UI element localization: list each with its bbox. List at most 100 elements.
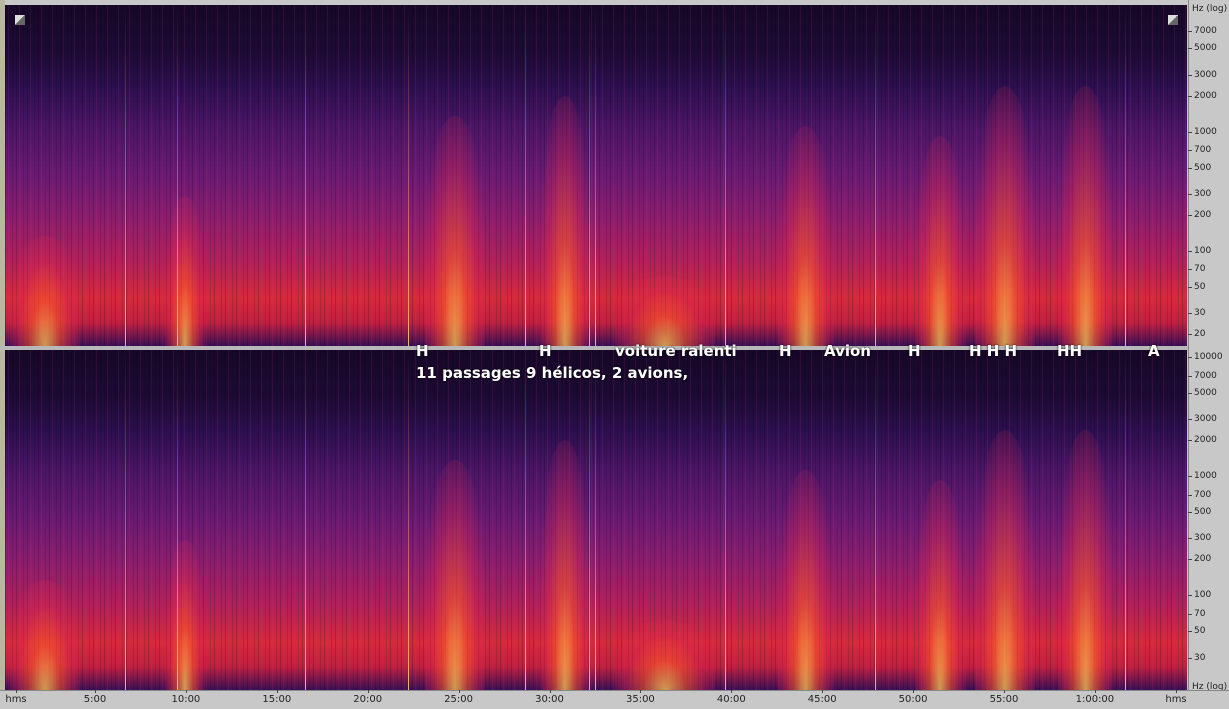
left-edge [0, 0, 5, 690]
transient-streak [595, 5, 596, 346]
y-tick-label: 7000 [1194, 25, 1217, 36]
top-edge [0, 0, 1188, 5]
x-tick-mark [276, 690, 278, 693]
transient-streak [589, 350, 590, 690]
spectral-energy [615, 276, 715, 346]
marker-label: H [779, 342, 792, 360]
transient-streak [589, 5, 590, 346]
transient-streak [125, 350, 126, 690]
spectral-energy [10, 580, 80, 690]
y-tick-mark [1188, 150, 1192, 152]
y-tick-mark [1188, 286, 1192, 288]
x-tick-label: 45:00 [807, 694, 837, 705]
x-tick-label: 40:00 [716, 694, 746, 705]
spectral-energy [540, 440, 590, 690]
x-tick-mark [1004, 690, 1005, 693]
zoom-handle[interactable] [15, 15, 25, 25]
marker-label: H [908, 342, 921, 360]
y-tick-label: 70 [1194, 264, 1206, 275]
y-tick-mark [1188, 95, 1192, 97]
y-tick-mark [1188, 494, 1192, 496]
y-tick-mark [1188, 419, 1192, 421]
summary-note: 11 passages 9 hélicos, 2 avions, [416, 364, 689, 382]
y-tick-mark [1188, 375, 1192, 377]
spectral-energy [165, 540, 205, 690]
y-tick-label: 2000 [1194, 90, 1217, 101]
marker-label: A [1148, 342, 1160, 360]
y-tick-mark [1188, 538, 1192, 540]
spectral-energy [777, 470, 833, 690]
marker-label: H [416, 342, 429, 360]
x-tick-label: 20:00 [353, 694, 383, 705]
y-tick-label: 700 [1194, 145, 1212, 156]
spectral-energy [915, 136, 965, 346]
transient-streak [125, 5, 126, 346]
y-tick-mark [1188, 334, 1192, 336]
x-tick-label: 55:00 [989, 694, 1019, 705]
spectrogram-channel-2 [5, 350, 1187, 690]
y-tick-label: 1000 [1194, 471, 1217, 482]
y-tick-mark [1188, 30, 1192, 32]
transient-streak [875, 350, 876, 690]
y-tick-label: 700 [1194, 489, 1212, 500]
spectral-energy [1057, 430, 1113, 690]
x-tick-mark [16, 690, 17, 693]
x-tick-mark [367, 690, 369, 693]
y-tick-mark [1188, 313, 1192, 315]
y-tick-label: 20 [1194, 329, 1206, 340]
transient-streak [408, 5, 409, 346]
y-tick-label: 70 [1194, 608, 1206, 619]
spectral-energy [425, 460, 485, 690]
transient-streak [725, 350, 726, 690]
x-tick-label: 35:00 [625, 694, 655, 705]
x-tick-label: 1:00:00 [1075, 694, 1115, 705]
y-tick-label: 7000 [1194, 370, 1217, 381]
marker-label: Avion [824, 342, 871, 360]
channel-divider [0, 346, 1188, 350]
spectral-energy [975, 430, 1035, 690]
x-tick-mark [913, 690, 915, 693]
y-tick-label: 5000 [1194, 388, 1217, 399]
spectrogram-channel-1 [5, 5, 1187, 346]
transient-streak [305, 350, 306, 690]
y-tick-label: 1000 [1194, 126, 1217, 137]
y-tick-mark [1188, 131, 1192, 133]
y-tick-label: 100 [1194, 590, 1212, 601]
y-tick-mark [1188, 250, 1192, 252]
spectral-energy [10, 236, 80, 346]
y-tick-label: 500 [1194, 507, 1212, 518]
transient-streak [595, 350, 596, 690]
spectral-energy [975, 86, 1035, 346]
y-tick-mark [1188, 167, 1192, 169]
transient-streak [1125, 350, 1126, 690]
spectral-energy [540, 96, 590, 346]
transient-streak [177, 350, 178, 690]
y-tick-label: 300 [1194, 533, 1212, 544]
axis-label: Hz (log) [1192, 4, 1228, 14]
y-tick-mark [1188, 357, 1192, 359]
zoom-handle[interactable] [1168, 15, 1178, 25]
y-tick-mark [1188, 393, 1192, 395]
x-tick-label: 25:00 [444, 694, 474, 705]
spectral-energy [777, 126, 833, 346]
y-tick-mark [1188, 476, 1192, 478]
y-tick-mark [1188, 269, 1192, 271]
y-tick-label: 50 [1194, 626, 1206, 637]
spectral-energy [425, 116, 485, 346]
transient-streak [1125, 5, 1126, 346]
y-tick-label: 200 [1194, 210, 1212, 221]
axis-label: Hz (log) [1192, 682, 1228, 692]
y-tick-mark [1188, 215, 1192, 217]
x-tick-label: 10:00 [171, 694, 201, 705]
x-tick-label: hms [5, 694, 27, 705]
marker-label: voiture ralenti [615, 342, 737, 360]
y-tick-mark [1188, 48, 1192, 50]
x-tick-mark [1176, 690, 1177, 693]
y-tick-label: 500 [1194, 162, 1212, 173]
y-tick-label: 3000 [1194, 69, 1217, 80]
transient-streak [408, 350, 409, 690]
y-tick-mark [1188, 613, 1192, 615]
y-tick-label: 100 [1194, 245, 1212, 256]
x-tick-mark [549, 690, 551, 693]
